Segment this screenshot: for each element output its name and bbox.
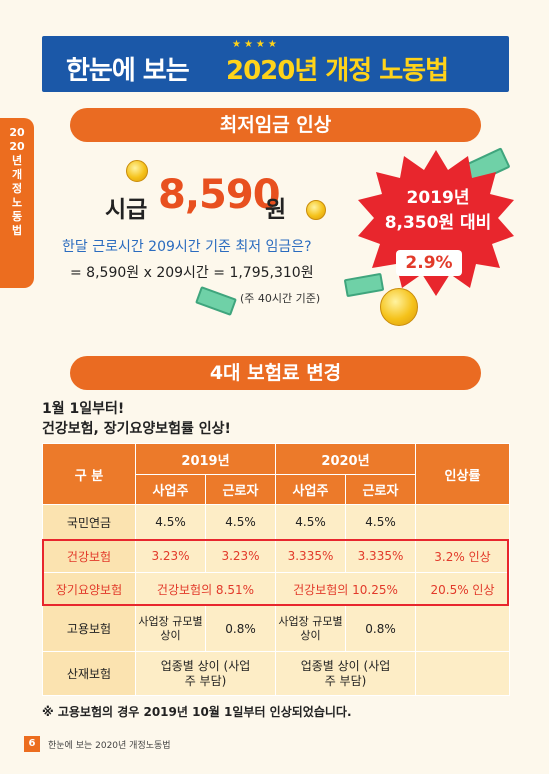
page-number: 6 xyxy=(24,736,40,752)
row-label-health: 건강보험 xyxy=(42,539,136,573)
table-cell: 4.5% xyxy=(345,504,416,540)
table-cell: 업종별 상이 (사업주 부담) xyxy=(135,651,276,696)
subheader-employer-2019: 사업주 xyxy=(135,474,206,505)
row-label-ltc: 장기요양보험 xyxy=(42,572,136,606)
row-label-employment: 고용보험 xyxy=(42,605,136,652)
banner-stars: ★★★★ xyxy=(232,39,280,50)
subheader-worker-2019: 근로자 xyxy=(205,474,276,505)
table-cell: 건강보험의 8.51% xyxy=(135,572,276,606)
footnote: ※ 고용보험의 경우 2019년 10월 1일부터 인상되었습니다. xyxy=(42,705,352,719)
burst-year: 2019년 xyxy=(406,188,470,208)
burst-compare: 8,350원 대비 xyxy=(384,213,492,233)
wage-calculation: = 8,590원 x 209시간 = 1,795,310원 xyxy=(70,265,314,281)
banner-title-white: 한눈에 보는 xyxy=(66,56,190,86)
section-title-insurance: 4대 보험료 변경 xyxy=(70,356,481,390)
wage-unit: 원 xyxy=(265,197,287,223)
wage-label: 시급 xyxy=(105,197,148,223)
table-cell: 0.8% xyxy=(205,605,276,652)
table-cell: 사업장 규모별 상이 xyxy=(275,605,346,652)
banner-title-yellow: 2020년 개정 노동법 xyxy=(226,56,449,86)
wage-value: 8,590 xyxy=(158,172,281,218)
insurance-intro-date: 1월 1일부터! xyxy=(42,401,125,417)
coin-icon xyxy=(126,160,148,182)
wage-question: 한달 근로시간 209시간 기준 최저 임금은? xyxy=(62,239,312,255)
table-cell: 업종별 상이 (사업주 부담) xyxy=(275,651,416,696)
wage-note: (주 40시간 기준) xyxy=(240,292,321,305)
banknote-icon xyxy=(195,286,237,316)
row-label-pension: 국민연금 xyxy=(42,504,136,540)
insurance-intro-detail: 건강보험, 장기요양보험률 인상! xyxy=(42,421,231,437)
highlight-box xyxy=(42,539,509,606)
side-tab-label: 2020년개정노동법 xyxy=(9,126,25,237)
table-cell: 4.5% xyxy=(205,504,276,540)
side-tab xyxy=(0,118,34,288)
table-cell: 20.5% 인상 xyxy=(415,572,510,606)
table-cell xyxy=(415,504,510,540)
page-footer-title: 한눈에 보는 2020년 개정노동법 xyxy=(48,741,171,751)
header-2020: 2020년 xyxy=(275,443,416,475)
table-cell: 3.2% 인상 xyxy=(415,539,510,573)
table-cell: 4.5% xyxy=(275,504,346,540)
subheader-worker-2020: 근로자 xyxy=(345,474,416,505)
table-cell: 3.335% xyxy=(275,539,346,573)
section-title-minimum-wage: 최저임금 인상 xyxy=(70,108,481,142)
table-cell: 0.8% xyxy=(345,605,416,652)
burst-percent: 2.9% xyxy=(396,250,462,276)
table-cell: 3.23% xyxy=(205,539,276,573)
table-cell: 사업장 규모별 상이 xyxy=(135,605,206,652)
header-category: 구 분 xyxy=(42,443,136,505)
coin-icon xyxy=(306,200,326,220)
table-cell xyxy=(415,651,510,696)
table-cell xyxy=(415,605,510,652)
table-cell: 건강보험의 10.25% xyxy=(275,572,416,606)
insurance-table: 구 분 2019년 2020년 인상률 사업주 근로자 사업주 근로자 국민연금… xyxy=(42,443,510,696)
table-cell: 4.5% xyxy=(135,504,206,540)
coin-icon xyxy=(380,288,418,326)
row-label-industrial: 산재보험 xyxy=(42,651,136,696)
header-2019: 2019년 xyxy=(135,443,276,475)
subheader-employer-2020: 사업주 xyxy=(275,474,346,505)
title-banner xyxy=(42,36,509,92)
header-rate: 인상률 xyxy=(415,443,510,505)
